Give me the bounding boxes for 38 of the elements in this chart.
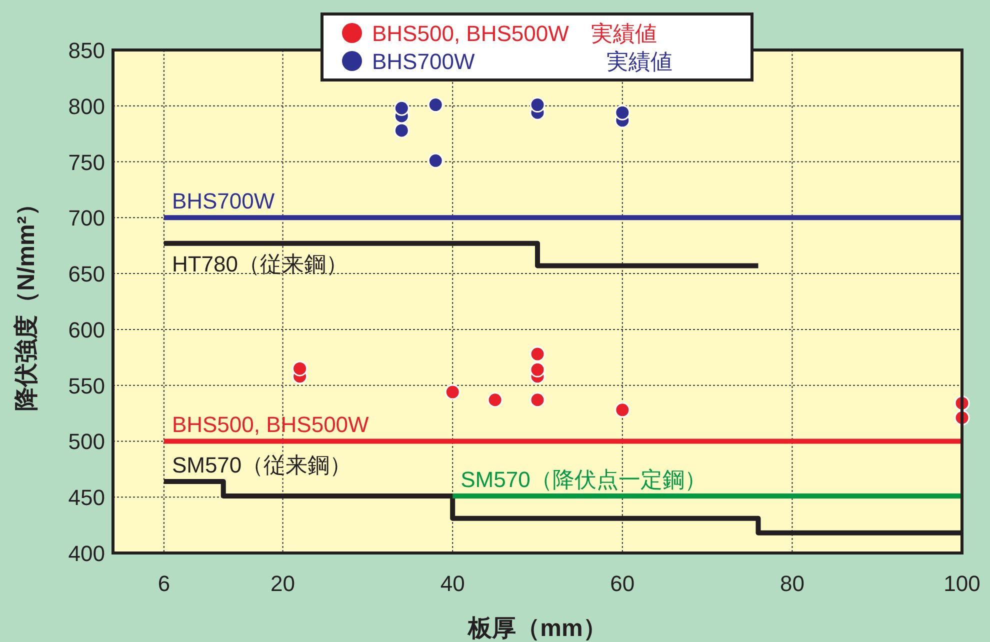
point xyxy=(394,122,410,138)
point xyxy=(614,104,630,120)
legend-label: BHS700W 実績値 xyxy=(372,49,673,74)
point xyxy=(394,100,410,116)
point xyxy=(530,346,546,362)
x-tick-label: 40 xyxy=(440,571,465,596)
x-tick-label: 60 xyxy=(610,571,635,596)
series-label: SM570（従来鋼） xyxy=(172,452,352,478)
y-tick-label: 400 xyxy=(68,541,105,566)
point xyxy=(530,392,546,408)
y-tick-label: 750 xyxy=(68,150,105,175)
point xyxy=(530,97,546,113)
y-tick-label: 850 xyxy=(68,38,105,63)
y-tick-label: 600 xyxy=(68,317,105,342)
point xyxy=(444,384,460,400)
point xyxy=(530,362,546,378)
x-tick-label: 80 xyxy=(780,571,804,596)
legend-label: BHS500, BHS500W 実績値 xyxy=(372,21,657,46)
y-tick-label: 700 xyxy=(68,206,105,231)
y-tick-label: 500 xyxy=(68,429,105,454)
series-label: SM570（降伏点一定鋼） xyxy=(460,466,706,492)
y-axis-title: 降伏強度（N/mm²） xyxy=(13,192,40,411)
y-tick-label: 800 xyxy=(68,94,105,119)
series-label: BHS700W xyxy=(172,188,275,214)
series-label: BHS500, BHS500W xyxy=(172,412,370,438)
x-tick-label: 6 xyxy=(158,571,170,596)
x-tick-label: 100 xyxy=(944,571,980,596)
series-label: HT780（従来鋼） xyxy=(172,251,348,276)
y-tick-label: 450 xyxy=(68,485,105,510)
y-tick-label: 650 xyxy=(68,262,105,287)
y-tick-label: 550 xyxy=(68,373,105,398)
point xyxy=(292,360,308,376)
x-axis-title: 板厚（mm） xyxy=(467,615,607,642)
x-tick-label: 20 xyxy=(270,571,296,596)
point xyxy=(428,97,444,113)
point xyxy=(614,402,630,418)
point xyxy=(487,392,503,408)
point xyxy=(428,152,444,168)
